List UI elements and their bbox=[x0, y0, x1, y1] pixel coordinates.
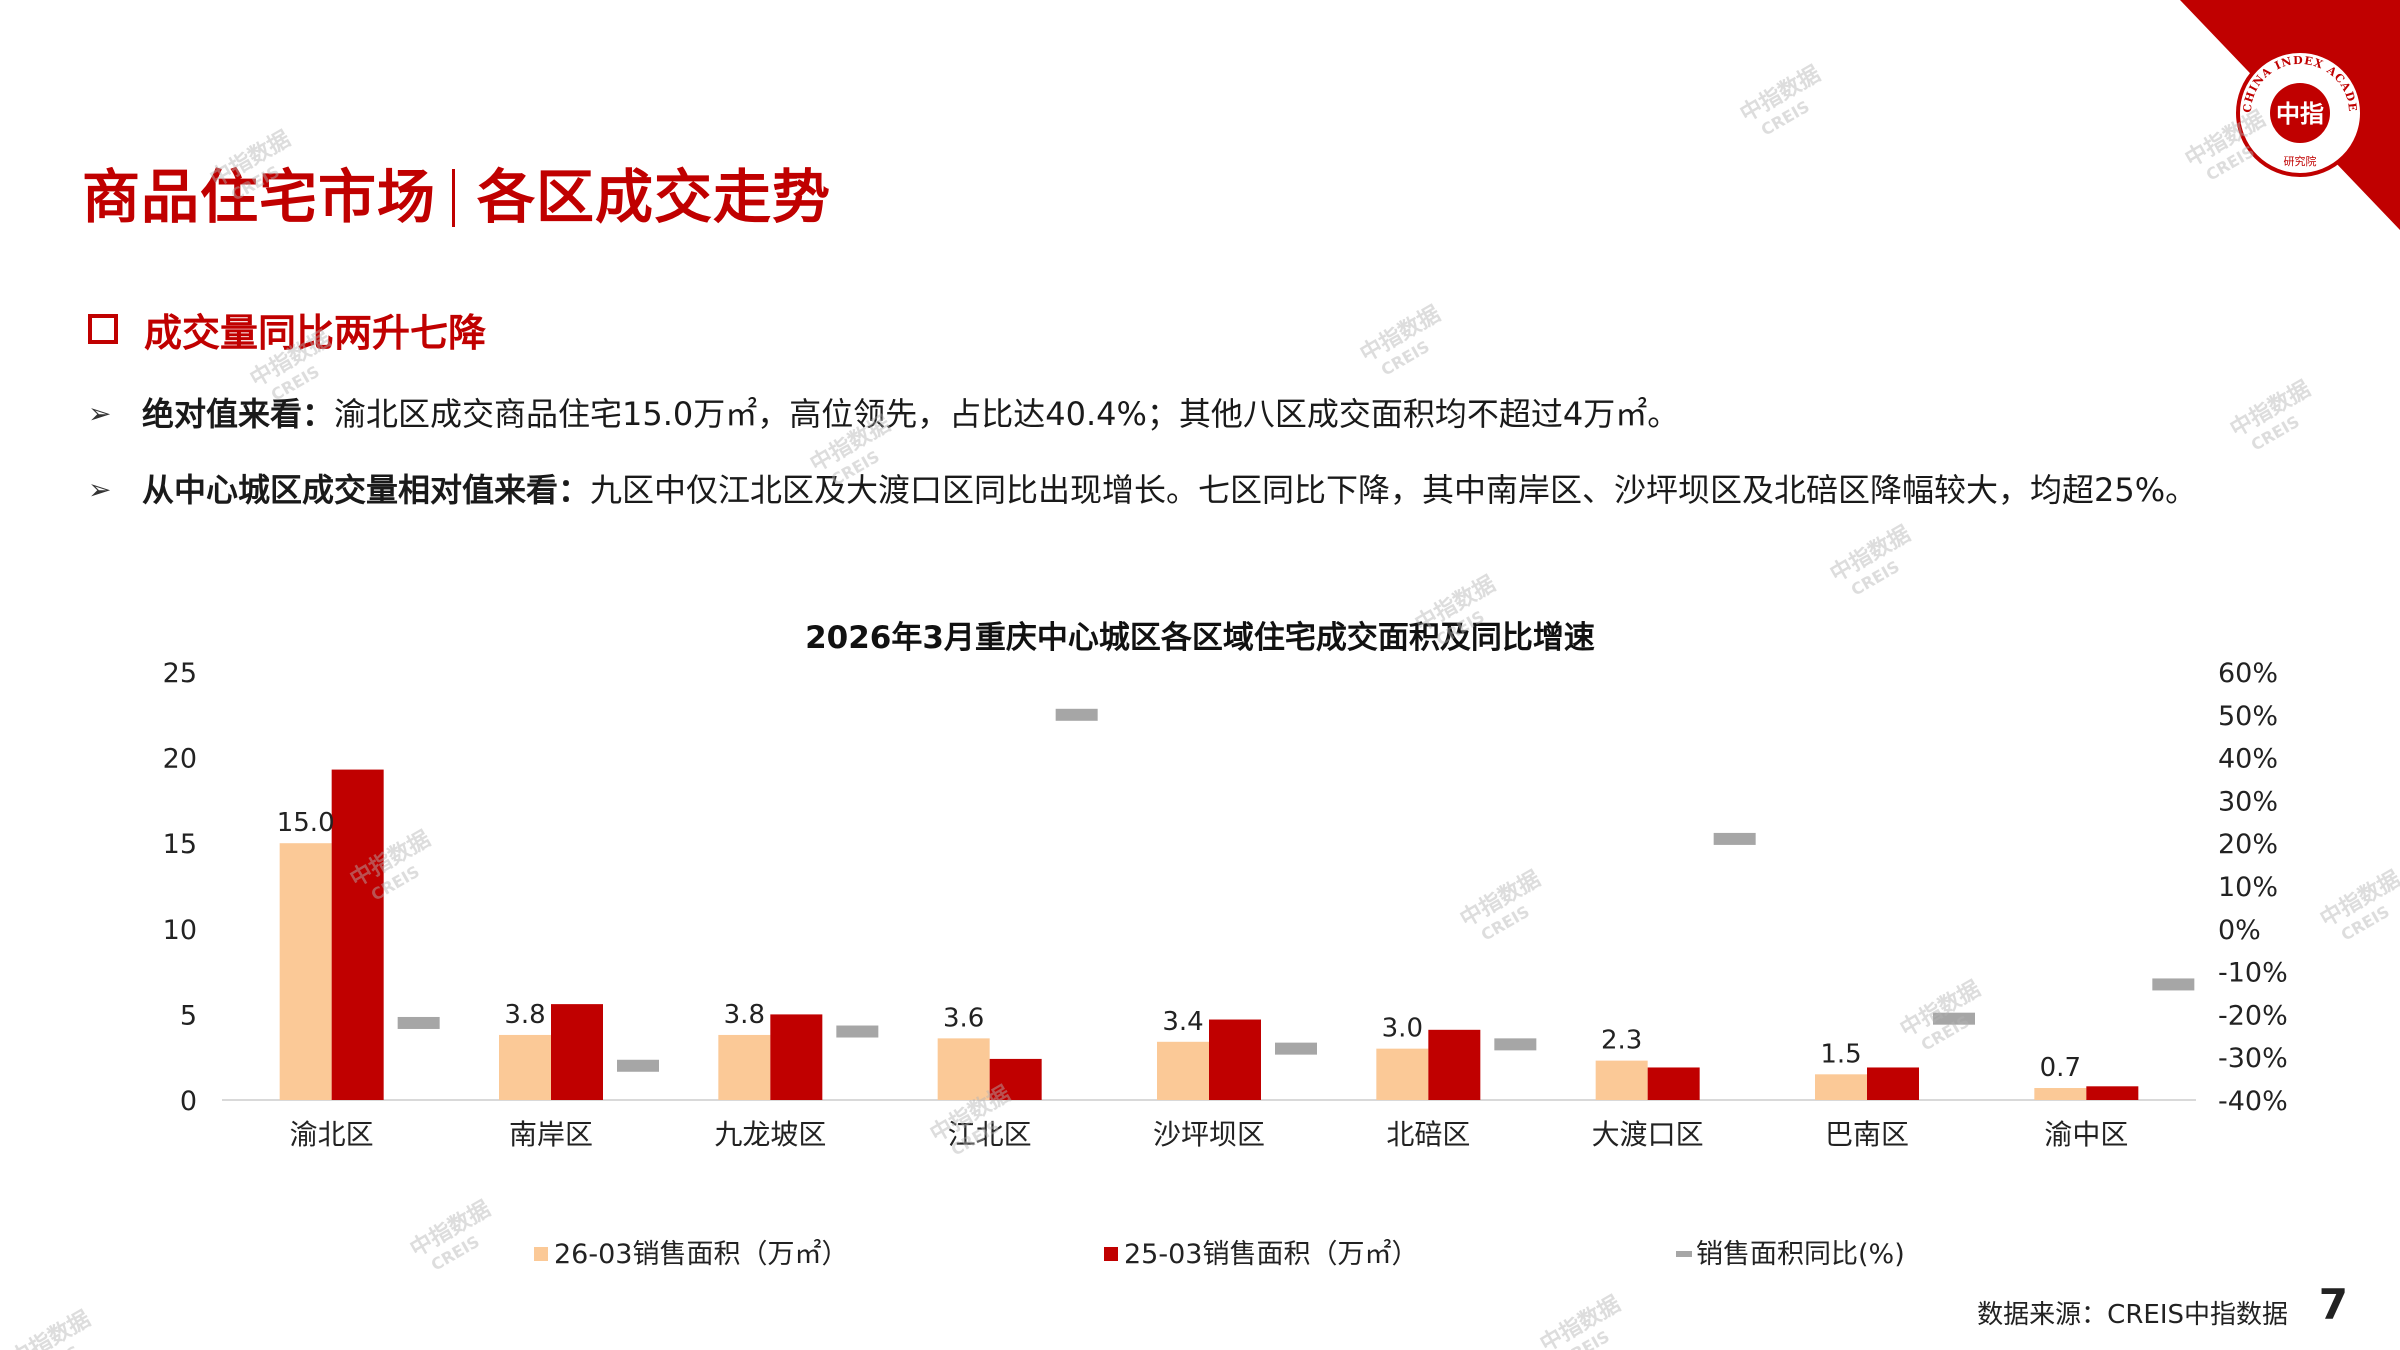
data-label-26-03: 2.3 bbox=[1601, 1026, 1642, 1056]
bar-25-03 bbox=[331, 769, 384, 1100]
chart-title: 2026年3月重庆中心城区各区域住宅成交面积及同比增速 bbox=[805, 620, 1595, 656]
bar-25-03 bbox=[1647, 1067, 1700, 1100]
y-left-tick-label: 5 bbox=[180, 1000, 197, 1031]
chart-legend: 26-03销售面积（万㎡） 25-03销售面积（万㎡） 销售面积同比(%) bbox=[0, 1232, 2400, 1272]
bar-26-03 bbox=[2034, 1088, 2087, 1100]
bar-26-03 bbox=[279, 843, 332, 1100]
y-right-tick-label: 10% bbox=[2218, 872, 2278, 903]
section-heading: 成交量同比两升七降 bbox=[88, 302, 486, 357]
yoy-marker bbox=[1933, 1012, 1975, 1025]
legend-label-25-03: 25-03销售面积（万㎡） bbox=[1124, 1239, 1419, 1270]
y-left-tick-label: 15 bbox=[163, 829, 197, 860]
yoy-marker bbox=[1494, 1038, 1537, 1051]
x-tick-label: 江北区 bbox=[948, 1118, 1032, 1151]
arrow-bullet-icon: ➢ bbox=[88, 397, 112, 430]
bullet-2-bold: 从中心城区成交量相对值来看： bbox=[142, 471, 591, 509]
legend-item-yoy: 销售面积同比(%) bbox=[1676, 1232, 1905, 1271]
yoy-marker bbox=[1713, 832, 1756, 845]
bar-26-03 bbox=[1595, 1060, 1648, 1100]
data-label-26-03: 3.4 bbox=[1162, 1007, 1203, 1037]
page-number: 7 bbox=[2318, 1280, 2348, 1329]
x-tick-label: 南岸区 bbox=[509, 1118, 593, 1151]
page-title: 商品住宅市场 各区成交走势 bbox=[82, 150, 831, 234]
y-right-tick-label: 0% bbox=[2218, 915, 2261, 946]
bullet-1-text: 渝北区成交商品住宅15.0万㎡，高位领先，占比达40.4%；其他八区成交面积均不… bbox=[334, 395, 1680, 433]
section-heading-text: 成交量同比两升七降 bbox=[144, 311, 487, 355]
x-tick-label: 九龙坡区 bbox=[714, 1118, 826, 1151]
x-tick-label: 北碚区 bbox=[1386, 1118, 1470, 1151]
x-tick-label: 巴南区 bbox=[1825, 1118, 1909, 1151]
data-label-26-03: 3.6 bbox=[943, 1003, 984, 1033]
bar-26-03 bbox=[1815, 1074, 1867, 1100]
title-left: 商品住宅市场 bbox=[82, 163, 437, 231]
data-source: 数据来源：CREIS中指数据 bbox=[1977, 1300, 2288, 1330]
data-label-26-03: 3.0 bbox=[1382, 1014, 1423, 1044]
legend-item-26-03: 26-03销售面积（万㎡） bbox=[534, 1232, 848, 1271]
y-right-tick-label: -10% bbox=[2218, 958, 2288, 989]
x-tick-label: 渝北区 bbox=[290, 1118, 374, 1151]
yoy-marker bbox=[2152, 978, 2195, 991]
title-right: 各区成交走势 bbox=[477, 163, 832, 231]
y-left-tick-label: 10 bbox=[163, 915, 197, 946]
y-right-tick-label: -20% bbox=[2218, 1000, 2288, 1031]
bar-26-03 bbox=[499, 1034, 551, 1100]
bar-25-03 bbox=[1428, 1029, 1481, 1100]
legend-label-yoy: 销售面积同比(%) bbox=[1696, 1239, 1905, 1270]
x-tick-label: 大渡口区 bbox=[1592, 1118, 1704, 1151]
y-left-tick-label: 25 bbox=[163, 658, 197, 689]
title-divider bbox=[452, 169, 456, 227]
bar-25-03 bbox=[1867, 1067, 1919, 1100]
bar-26-03 bbox=[718, 1034, 771, 1100]
bullet-1: ➢ 绝对值来看：渝北区成交商品住宅15.0万㎡，高位领先，占比达40.4%；其他… bbox=[88, 382, 2268, 446]
data-label-26-03: 3.8 bbox=[724, 1000, 765, 1030]
y-right-tick-label: -30% bbox=[2218, 1043, 2288, 1074]
y-right-tick-label: 40% bbox=[2218, 744, 2278, 775]
legend-item-25-03: 25-03销售面积（万㎡） bbox=[1104, 1232, 1418, 1271]
y-right-tick-label: 60% bbox=[2218, 658, 2278, 689]
legend-label-26-03: 26-03销售面积（万㎡） bbox=[554, 1239, 849, 1270]
yoy-marker bbox=[617, 1059, 659, 1072]
bullet-2-text: 九区中仅江北区及大渡口区同比出现增长。七区同比下降，其中南岸区、沙坪坝区及北碚区… bbox=[590, 471, 2198, 509]
x-tick-label: 沙坪坝区 bbox=[1153, 1118, 1265, 1151]
bar-25-03 bbox=[989, 1058, 1042, 1100]
bar-25-03 bbox=[2086, 1086, 2139, 1100]
data-label-26-03: 0.7 bbox=[2040, 1053, 2081, 1083]
bar-25-03 bbox=[551, 1004, 603, 1100]
legend-swatch-25-03 bbox=[1104, 1247, 1118, 1261]
y-right-tick-label: 50% bbox=[2218, 701, 2278, 732]
arrow-bullet-icon: ➢ bbox=[88, 473, 112, 506]
bar-26-03 bbox=[937, 1038, 990, 1100]
bullet-1-bold: 绝对值来看： bbox=[142, 395, 335, 433]
bar-26-03 bbox=[1376, 1048, 1429, 1100]
data-label-26-03: 1.5 bbox=[1820, 1039, 1861, 1069]
yoy-marker bbox=[397, 1016, 440, 1029]
yoy-marker bbox=[1055, 708, 1098, 721]
y-left-tick-label: 20 bbox=[163, 744, 197, 775]
bullet-2: ➢ 从中心城区成交量相对值来看：九区中仅江北区及大渡口区同比出现增长。七区同比下… bbox=[88, 458, 2268, 522]
yoy-marker bbox=[1275, 1042, 1317, 1055]
legend-swatch-26-03 bbox=[534, 1247, 548, 1261]
yoy-marker bbox=[836, 1025, 879, 1038]
bar-25-03 bbox=[1209, 1019, 1261, 1100]
data-label-26-03: 15.0 bbox=[277, 808, 335, 838]
y-right-tick-label: 30% bbox=[2218, 786, 2278, 817]
y-right-tick-label: -40% bbox=[2218, 1086, 2288, 1117]
bar-26-03 bbox=[1157, 1041, 1209, 1100]
data-label-26-03: 3.8 bbox=[504, 1000, 545, 1030]
y-left-tick-label: 0 bbox=[180, 1086, 197, 1117]
bar-25-03 bbox=[770, 1014, 823, 1100]
y-right-tick-label: 20% bbox=[2218, 829, 2278, 860]
legend-swatch-yoy bbox=[1676, 1251, 1692, 1257]
checkbox-square-icon bbox=[88, 314, 118, 344]
x-tick-label: 渝中区 bbox=[2044, 1118, 2128, 1151]
